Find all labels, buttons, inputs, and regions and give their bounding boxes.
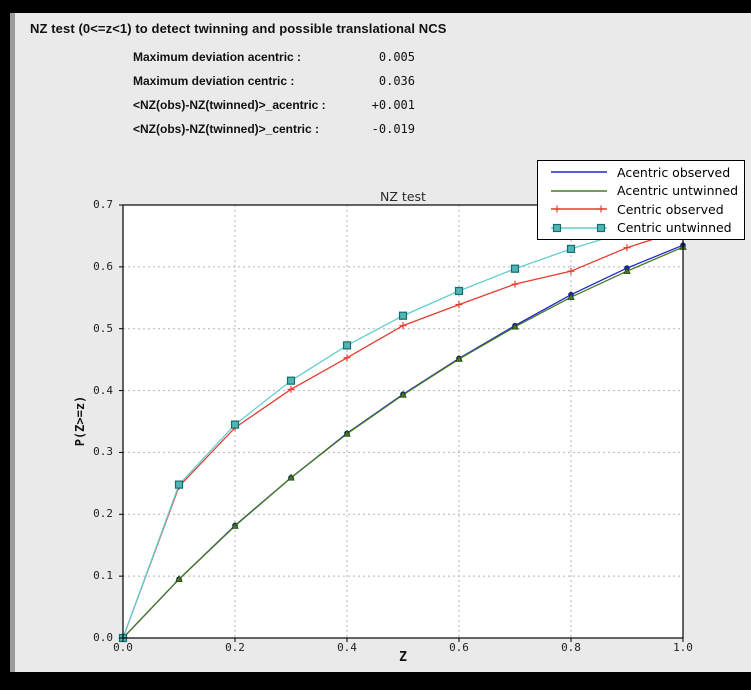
x-tick-label: 0.0 [113, 641, 133, 654]
legend-item-acentric-observed: Acentric observed [548, 163, 744, 182]
x-tick-label: 1.0 [673, 641, 693, 654]
stat-label: Maximum deviation acentric : [133, 50, 302, 64]
data-point [623, 266, 631, 274]
y-tick-label: 0.5 [93, 321, 113, 335]
y-tick-label: 0.7 [93, 198, 113, 211]
plot-area [123, 205, 683, 638]
window-edge-strip [10, 13, 15, 672]
data-point [455, 354, 463, 362]
stat-value: +0.001 [371, 98, 415, 112]
legend-line-sample [551, 205, 607, 213]
data-point [511, 322, 519, 330]
stat-label: Maximum deviation centric : [133, 74, 295, 88]
x-tick-label: 0.4 [337, 641, 357, 654]
x-tick-label: 0.8 [561, 641, 581, 654]
legend-item-centric-untwinned: Centric untwinned [548, 219, 744, 238]
y-tick-label: 0.1 [93, 569, 113, 583]
x-tick-label: 0.6 [449, 641, 469, 654]
legend-label: Acentric observed [617, 164, 731, 180]
data-point [286, 376, 296, 385]
y-tick-label: 0.0 [93, 631, 113, 644]
stat-label: <NZ(obs)-NZ(twinned)>_centric : [133, 122, 320, 136]
chart-title: NZ test [380, 189, 426, 204]
data-point [342, 341, 352, 350]
stat-value: -0.019 [371, 122, 415, 136]
legend-line-sample [551, 190, 607, 192]
data-point [230, 420, 240, 429]
stat-row-max-dev-centric: Maximum deviation centric : 0.036 [133, 74, 415, 89]
y-tick-label: 0.2 [93, 507, 113, 521]
y-tick-label: 0.3 [93, 445, 113, 459]
legend-label: Centric observed [617, 201, 724, 217]
stat-row-nz-diff-acentric: <NZ(obs)-NZ(twinned)>_acentric : +0.001 [133, 98, 415, 113]
data-point [454, 286, 464, 296]
data-point [343, 429, 351, 437]
legend-label: Acentric untwinned [617, 183, 739, 199]
data-point [175, 574, 183, 582]
page-title: NZ test (0<=z<1) to detect twinning and … [30, 21, 447, 36]
chart-legend: Acentric observed Acentric untwinned Cen… [537, 160, 745, 240]
data-point [231, 521, 239, 529]
x-axis-label: Z [399, 650, 407, 665]
y-tick-label: 0.6 [93, 259, 113, 273]
x-tick-label: 0.2 [225, 641, 245, 654]
data-point [399, 390, 407, 398]
y-axis-label: P(Z>=z) [73, 395, 87, 447]
data-point [567, 292, 575, 300]
data-point [566, 244, 576, 254]
legend-item-centric-observed: Centric observed [548, 200, 744, 219]
stat-value: 0.005 [378, 50, 415, 64]
stat-row-nz-diff-centric: <NZ(obs)-NZ(twinned)>_centric : -0.019 [133, 122, 415, 137]
data-point [287, 473, 295, 481]
legend-label: Centric untwinned [617, 220, 732, 236]
y-tick-label: 0.4 [93, 383, 113, 397]
legend-line-sample [551, 223, 607, 232]
stat-value: 0.036 [378, 74, 415, 88]
data-point [398, 311, 408, 320]
stat-row-max-dev-acentric: Maximum deviation acentric : 0.005 [133, 50, 415, 65]
legend-line-sample [551, 171, 607, 173]
data-point [174, 480, 184, 489]
stat-label: <NZ(obs)-NZ(twinned)>_acentric : [133, 98, 326, 112]
data-point [510, 264, 520, 273]
plot-frame [122, 204, 684, 639]
legend-item-acentric-untwinned: Acentric untwinned [548, 182, 744, 201]
